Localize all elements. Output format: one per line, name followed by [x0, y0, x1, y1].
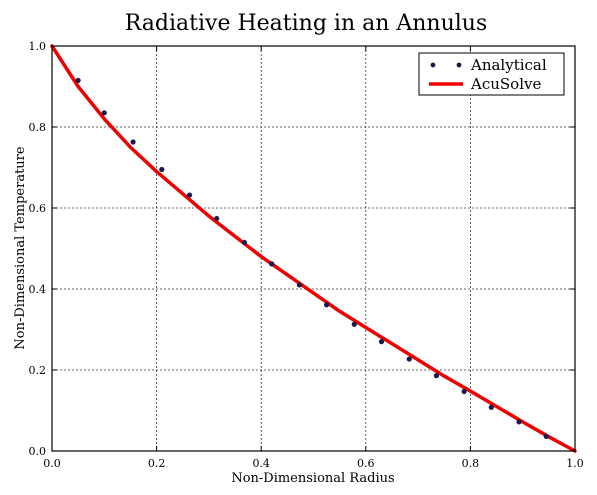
analytical-point — [186, 192, 193, 198]
x-tick-label: 0.8 — [462, 457, 480, 470]
y-tick-label: 0.8 — [29, 121, 47, 134]
analytical-point — [488, 404, 494, 410]
legend-label: AcuSolve — [470, 75, 541, 93]
x-tick-label: 0.4 — [252, 457, 270, 470]
analytical-point — [543, 433, 549, 440]
analytical-point — [130, 139, 136, 145]
analytical-point — [516, 419, 522, 425]
x-axis-label: Non-Dimensional Radius — [231, 471, 394, 486]
grid-lines — [51, 45, 576, 452]
x-tick-label: 0.2 — [148, 457, 166, 470]
analytical-point — [101, 110, 107, 116]
x-tick-label: 1.0 — [566, 457, 584, 470]
acusolve-line — [50, 44, 577, 453]
x-tick-label: 0.0 — [43, 457, 61, 470]
analytical-point — [75, 77, 81, 84]
analytical-point — [214, 215, 220, 222]
analytical-point — [378, 339, 385, 345]
legend-marker-analytical — [430, 62, 436, 68]
legend-marker-analytical — [456, 62, 462, 68]
y-tick-label: 0.6 — [29, 202, 47, 215]
y-tick-label: 0.0 — [29, 445, 47, 458]
y-axis-label: Non-Dimensional Temperature — [13, 146, 28, 349]
analytical-point — [461, 388, 467, 395]
analytical-point — [433, 373, 440, 379]
axis-ticks: 0.0 0.2 0.4 0.6 0.8 1.0 0.0 0.2 0.4 0.6 0.8 1.0 — [29, 40, 584, 470]
analytical-point — [351, 321, 357, 327]
y-tick-label: 0.4 — [29, 283, 47, 296]
plot-frame — [51, 45, 576, 452]
x-tick-label: 0.6 — [357, 457, 375, 470]
analytical-point — [269, 261, 275, 267]
series-layer — [50, 44, 577, 453]
analytical-point — [296, 282, 302, 288]
y-tick-label: 0.2 — [29, 364, 47, 377]
analytical-point — [406, 356, 412, 362]
analytical-point — [241, 239, 248, 246]
legend-box — [418, 52, 565, 96]
y-tick-label: 1.0 — [29, 40, 47, 53]
legend-label: Analytical — [470, 56, 547, 74]
analytical-point — [159, 166, 165, 173]
chart-title: Radiative Heating in an Annulus — [125, 11, 488, 36]
analytical-point — [323, 302, 330, 308]
